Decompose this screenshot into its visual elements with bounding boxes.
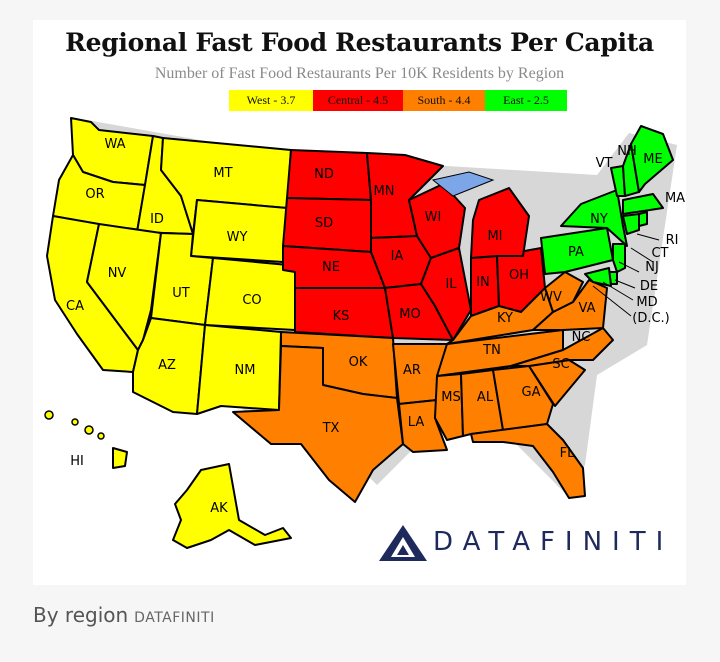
map-subtitle: Number of Fast Food Restaurants Per 10K … [154, 65, 565, 82]
map-title: Regional Fast Food Restaurants Per Capit… [65, 28, 654, 57]
label-nm: NM [235, 363, 256, 378]
label-nv: NV [108, 266, 127, 281]
state-pa [540, 227, 614, 275]
state-nm [196, 324, 282, 415]
label-ms: MS [441, 390, 460, 405]
label-ct: CT [651, 246, 668, 261]
label-wa: WA [104, 137, 125, 152]
state-me [630, 125, 674, 193]
region-central [282, 149, 546, 341]
legend-east: East - 2.5 [485, 90, 567, 111]
label-il: IL [445, 277, 457, 292]
label-hi: HI [70, 454, 84, 469]
state-ny [560, 189, 628, 247]
region-west [46, 117, 300, 549]
state-nc [510, 327, 614, 367]
state-wv [544, 271, 584, 313]
caption-text: By region [33, 603, 129, 627]
state-ak [172, 463, 292, 549]
label-nc: NC [572, 330, 591, 345]
label-ca: CA [66, 299, 84, 314]
label-id: ID [150, 212, 164, 227]
label-sc: SC [552, 357, 569, 372]
label-al: AL [477, 390, 494, 405]
state-nj [612, 243, 626, 273]
label-dc: (D.C.) [632, 311, 670, 326]
label-tn: TN [482, 343, 501, 358]
label-ak: AK [210, 501, 228, 516]
legend-west: West - 3.7 [229, 90, 313, 111]
label-nh: NH [617, 144, 637, 159]
state-fl [470, 423, 586, 499]
label-ok: OK [349, 355, 368, 370]
label-ks: KS [333, 309, 350, 324]
caption: By region DATAFINITI [33, 603, 215, 627]
legend-south: South - 4.4 [403, 90, 485, 111]
state-ri [638, 211, 648, 227]
label-ut: UT [172, 286, 190, 301]
label-oh: OH [509, 268, 529, 283]
label-pa: PA [568, 245, 584, 260]
label-nd: ND [314, 167, 334, 182]
label-mn: MN [374, 184, 395, 199]
label-or: OR [85, 187, 104, 202]
label-me: ME [643, 152, 662, 167]
label-md: MD [636, 295, 657, 310]
label-wi: WI [425, 210, 442, 225]
state-hi [112, 447, 128, 469]
label-wv: WV [540, 290, 562, 305]
great-lakes [431, 171, 495, 197]
legend-central: Central - 4.5 [313, 90, 403, 111]
state-ma [622, 193, 664, 215]
label-fl: FL [560, 446, 575, 461]
leader-lines [592, 233, 660, 317]
state-ct [622, 213, 640, 235]
state-tx [232, 345, 404, 503]
caption-credit: DATAFINITI [134, 610, 215, 626]
label-vt: VT [596, 156, 613, 171]
hawaii-islands [44, 410, 105, 440]
state-mi [470, 187, 530, 259]
label-ri: RI [666, 233, 679, 248]
us-map: WA OR CA ID NV MT WY UT CO AZ NM AK HI N… [44, 117, 685, 549]
region-east [540, 125, 674, 287]
label-sd: SD [315, 216, 333, 231]
label-la: LA [408, 415, 425, 430]
state-ms [434, 373, 464, 441]
label-az: AZ [158, 358, 176, 373]
label-mt: MT [213, 166, 232, 181]
map-card: Regional Fast Food Restaurants Per Capit… [33, 20, 686, 585]
label-ga: GA [522, 385, 541, 400]
datafiniti-logo-text: DATAFINITI [433, 527, 674, 557]
state-md [584, 267, 612, 287]
label-ny: NY [590, 212, 608, 227]
label-ky: KY [497, 311, 513, 326]
label-va: VA [579, 301, 596, 316]
label-ma: MA [665, 191, 685, 206]
label-mi: MI [487, 229, 502, 244]
label-in: IN [476, 275, 490, 290]
label-co: CO [242, 293, 261, 308]
label-nj: NJ [645, 260, 659, 275]
label-ia: IA [391, 249, 404, 264]
label-tx: TX [322, 421, 340, 436]
label-mo: MO [399, 307, 420, 322]
legend: West - 3.7 Central - 4.5 South - 4.4 Eas… [229, 90, 567, 111]
label-ar: AR [403, 363, 421, 378]
datafiniti-logo-icon [379, 525, 427, 561]
label-ne: NE [322, 260, 340, 275]
label-de: DE [640, 279, 658, 294]
region-south [232, 271, 614, 503]
label-wy: WY [227, 230, 248, 245]
